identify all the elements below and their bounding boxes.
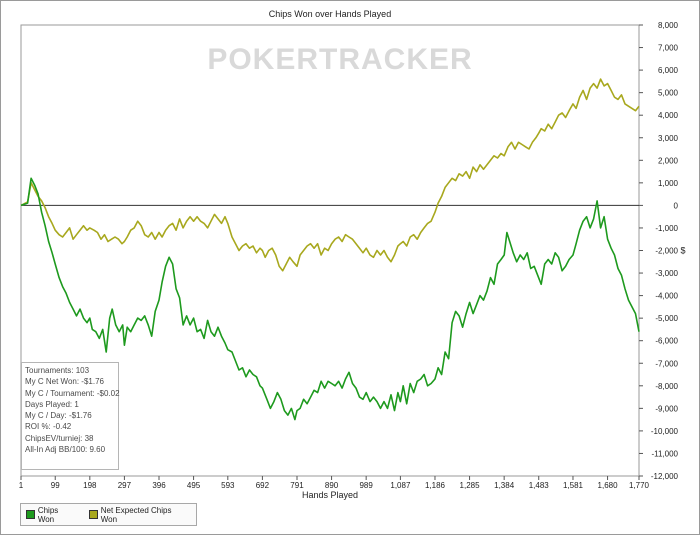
y-tick-label: -7,000 [655, 359, 678, 368]
y-tick-label: 8,000 [658, 21, 679, 30]
x-tick-label: 495 [187, 481, 201, 490]
x-tick-label: 99 [51, 481, 60, 490]
y-tick-label: 6,000 [658, 66, 679, 75]
y-tick-label: 2,000 [658, 156, 679, 165]
stats-box: Tournaments: 103 My C Net Won: -$1.76 My… [21, 362, 120, 470]
stat-allin-adj: All-In Adj BB/100: 9.60 [25, 445, 106, 455]
x-tick-label: 1,186 [425, 481, 446, 490]
legend-label-expected: Net Expected Chips Won [100, 505, 172, 524]
series-line-chips-won [20, 177, 640, 421]
y-tick-label: -4,000 [655, 292, 678, 301]
x-tick-label: 593 [221, 481, 235, 490]
x-tick-label: 1,384 [494, 481, 515, 490]
y-tick-label: -8,000 [655, 382, 678, 391]
y-tick-label: -3,000 [655, 269, 678, 278]
x-tick-label: 1,680 [598, 481, 619, 490]
legend-item-expected: Net Expected Chips Won [88, 505, 188, 524]
stat-per-day: My C / Day: -$1.76 [25, 411, 92, 421]
legend-swatch-chips-won [26, 510, 35, 519]
y-tick-label: -1,000 [655, 224, 678, 233]
y-tick-label: -10,000 [651, 427, 679, 436]
legend-item-chips-won: Chips Won [26, 506, 76, 524]
y-tick-label: 7,000 [658, 44, 679, 53]
y-tick-label: -12,000 [651, 472, 679, 481]
y-tick-label: 4,000 [658, 111, 679, 120]
y-tick-label: -11,000 [651, 449, 678, 458]
stat-days-played: Days Played: 1 [25, 399, 79, 409]
legend: Chips Won Net Expected Chips Won [20, 503, 197, 526]
x-axis-label: Hands Played [302, 490, 358, 500]
y-tick-label: -6,000 [655, 337, 678, 346]
stat-roi: ROI %: -0.42 [25, 422, 72, 432]
chart-title: Chips Won over Hands Played [269, 9, 391, 19]
x-tick-label: 1 [19, 481, 24, 490]
y-tick-label: -2,000 [655, 247, 678, 256]
x-tick-label: 890 [325, 481, 339, 490]
x-tick-label: 1,581 [563, 481, 584, 490]
y-tick-label: -9,000 [655, 404, 678, 413]
watermark-text: POKERTRACKER [207, 43, 472, 76]
legend-label-chips-won: Chips Won [37, 505, 59, 524]
x-tick-label: 1,770 [629, 481, 650, 490]
y-axis-label: $ [680, 246, 685, 256]
x-tick-label: 396 [152, 481, 166, 490]
y-tick-label: -5,000 [655, 314, 678, 323]
y-tick-label: 1,000 [658, 179, 679, 188]
x-tick-label: 1,285 [460, 481, 481, 490]
x-tick-label: 989 [359, 481, 373, 490]
x-tick-label: 1,087 [390, 481, 411, 490]
stat-per-tournament: My C / Tournament: -$0.02 [25, 388, 120, 398]
y-tick-label: 0 [674, 201, 679, 210]
legend-swatch-expected [88, 510, 98, 519]
stat-tournaments: Tournaments: 103 [25, 366, 90, 375]
y-tick-label: 3,000 [658, 134, 679, 143]
x-tick-label: 692 [256, 481, 270, 490]
y-tick-label: 5,000 [658, 89, 679, 98]
x-tick-label: 1,483 [529, 481, 550, 490]
stat-chipsev: ChipsEV/turniej: 38 [25, 433, 94, 443]
stat-net-won: My C Net Won: -$1.76 [25, 377, 104, 387]
x-tick-label: 791 [290, 481, 304, 490]
series-line-expected-chips-won [20, 78, 640, 272]
x-tick-label: 198 [83, 481, 97, 490]
x-tick-label: 297 [118, 481, 132, 490]
